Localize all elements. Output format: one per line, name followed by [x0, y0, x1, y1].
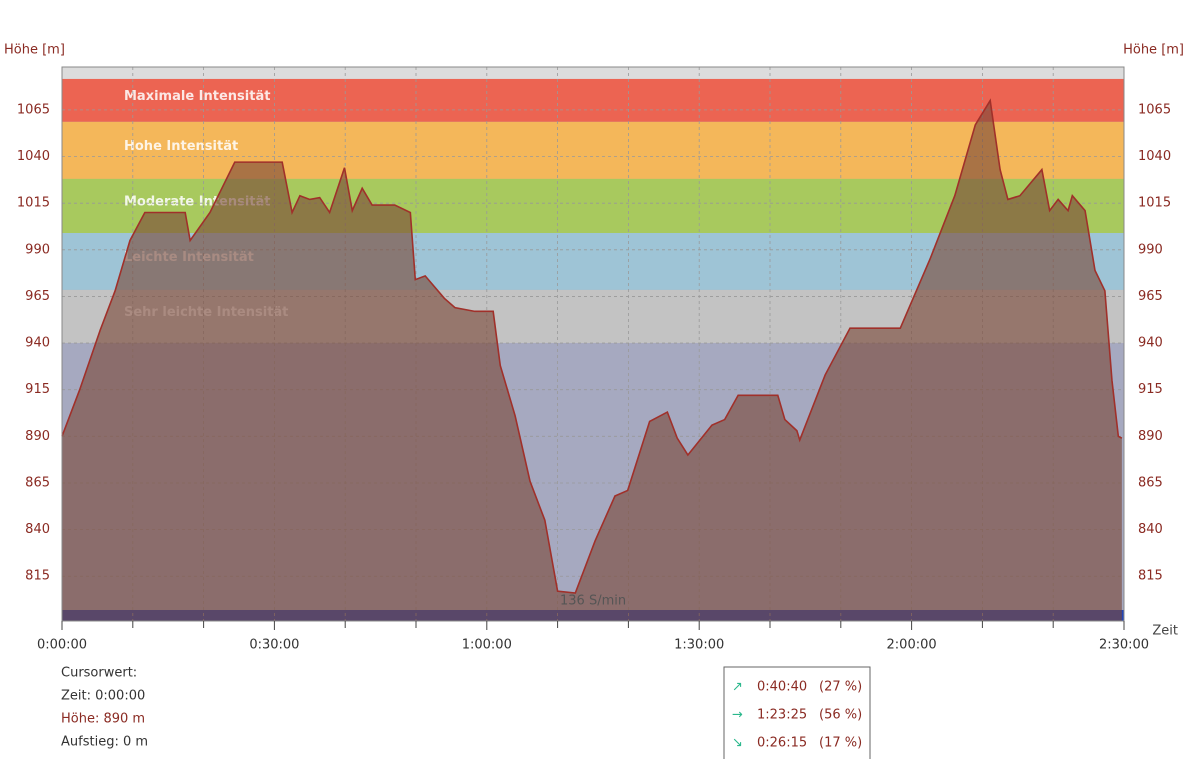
elevation-line [61, 98, 1123, 594]
y2-tick-label: 990 [1138, 242, 1163, 257]
y-tick-label: 890 [25, 429, 50, 444]
y2-tick-label: 1065 [1138, 102, 1171, 117]
cursor-title: Cursorwert: [61, 666, 137, 681]
y2-tick-label: 940 [1138, 336, 1163, 351]
x-tick-label: 1:00:00 [462, 638, 512, 653]
x-tick-label: 2:00:00 [887, 638, 937, 653]
x-tick-label: 2:30:00 [1099, 638, 1149, 653]
y-tick-label: 1015 [17, 196, 50, 211]
summary-time: 0:26:15 [757, 736, 807, 751]
summary-time: 0:40:40 [757, 680, 807, 695]
y2-tick-label: 1040 [1138, 149, 1171, 164]
y-tick-label: 815 [25, 569, 50, 584]
summary-box [723, 666, 871, 759]
y-tick-label: 940 [25, 336, 50, 351]
band-label: Maximale Intensität [124, 89, 270, 104]
intensity-band [62, 78, 1124, 122]
top-strip [62, 67, 1124, 79]
y2-tick-label: 815 [1138, 569, 1163, 584]
summary-pct: (27 %) [819, 680, 862, 695]
summary-pct: (56 %) [819, 708, 862, 723]
summary-time: 1:23:25 [757, 708, 807, 723]
x-tick-label: 0:00:00 [37, 638, 87, 653]
y-axis-label: Höhe [m] [4, 43, 65, 58]
y-tick-label: 990 [25, 242, 50, 257]
y-tick-label: 1040 [17, 149, 50, 164]
elevation-area [62, 100, 1122, 622]
band-label: Hohe Intensität [124, 139, 238, 154]
annotation: 136 S/min [560, 594, 626, 609]
x-tick-label: 1:30:00 [674, 638, 724, 653]
y2-axis-label: Höhe [m] [1123, 43, 1184, 58]
summary-pct: (17 %) [819, 736, 862, 751]
cursor-line: Zeit: 0:00:00 [61, 689, 145, 704]
summary-arrow: ↘ [732, 736, 743, 751]
x-tick-label: 0:30:00 [249, 638, 299, 653]
x-axis-label: Zeit [1152, 624, 1178, 639]
summary-arrow: → [732, 708, 743, 723]
y-tick-label: 865 [25, 475, 50, 490]
y2-tick-label: 865 [1138, 475, 1163, 490]
summary-arrow: ↗ [732, 680, 743, 695]
plot-frame [61, 66, 1125, 622]
y2-tick-label: 840 [1138, 522, 1163, 537]
y-tick-label: 915 [25, 382, 50, 397]
cursor-line: Aufstieg: 0 m [61, 735, 148, 750]
cursor-line: Höhe: 890 m [61, 712, 145, 727]
y2-tick-label: 915 [1138, 382, 1163, 397]
y-tick-label: 1065 [17, 102, 50, 117]
y-tick-label: 965 [25, 289, 50, 304]
y-tick-label: 840 [25, 522, 50, 537]
y2-tick-label: 1015 [1138, 196, 1171, 211]
y2-tick-label: 890 [1138, 429, 1163, 444]
y2-tick-label: 965 [1138, 289, 1163, 304]
